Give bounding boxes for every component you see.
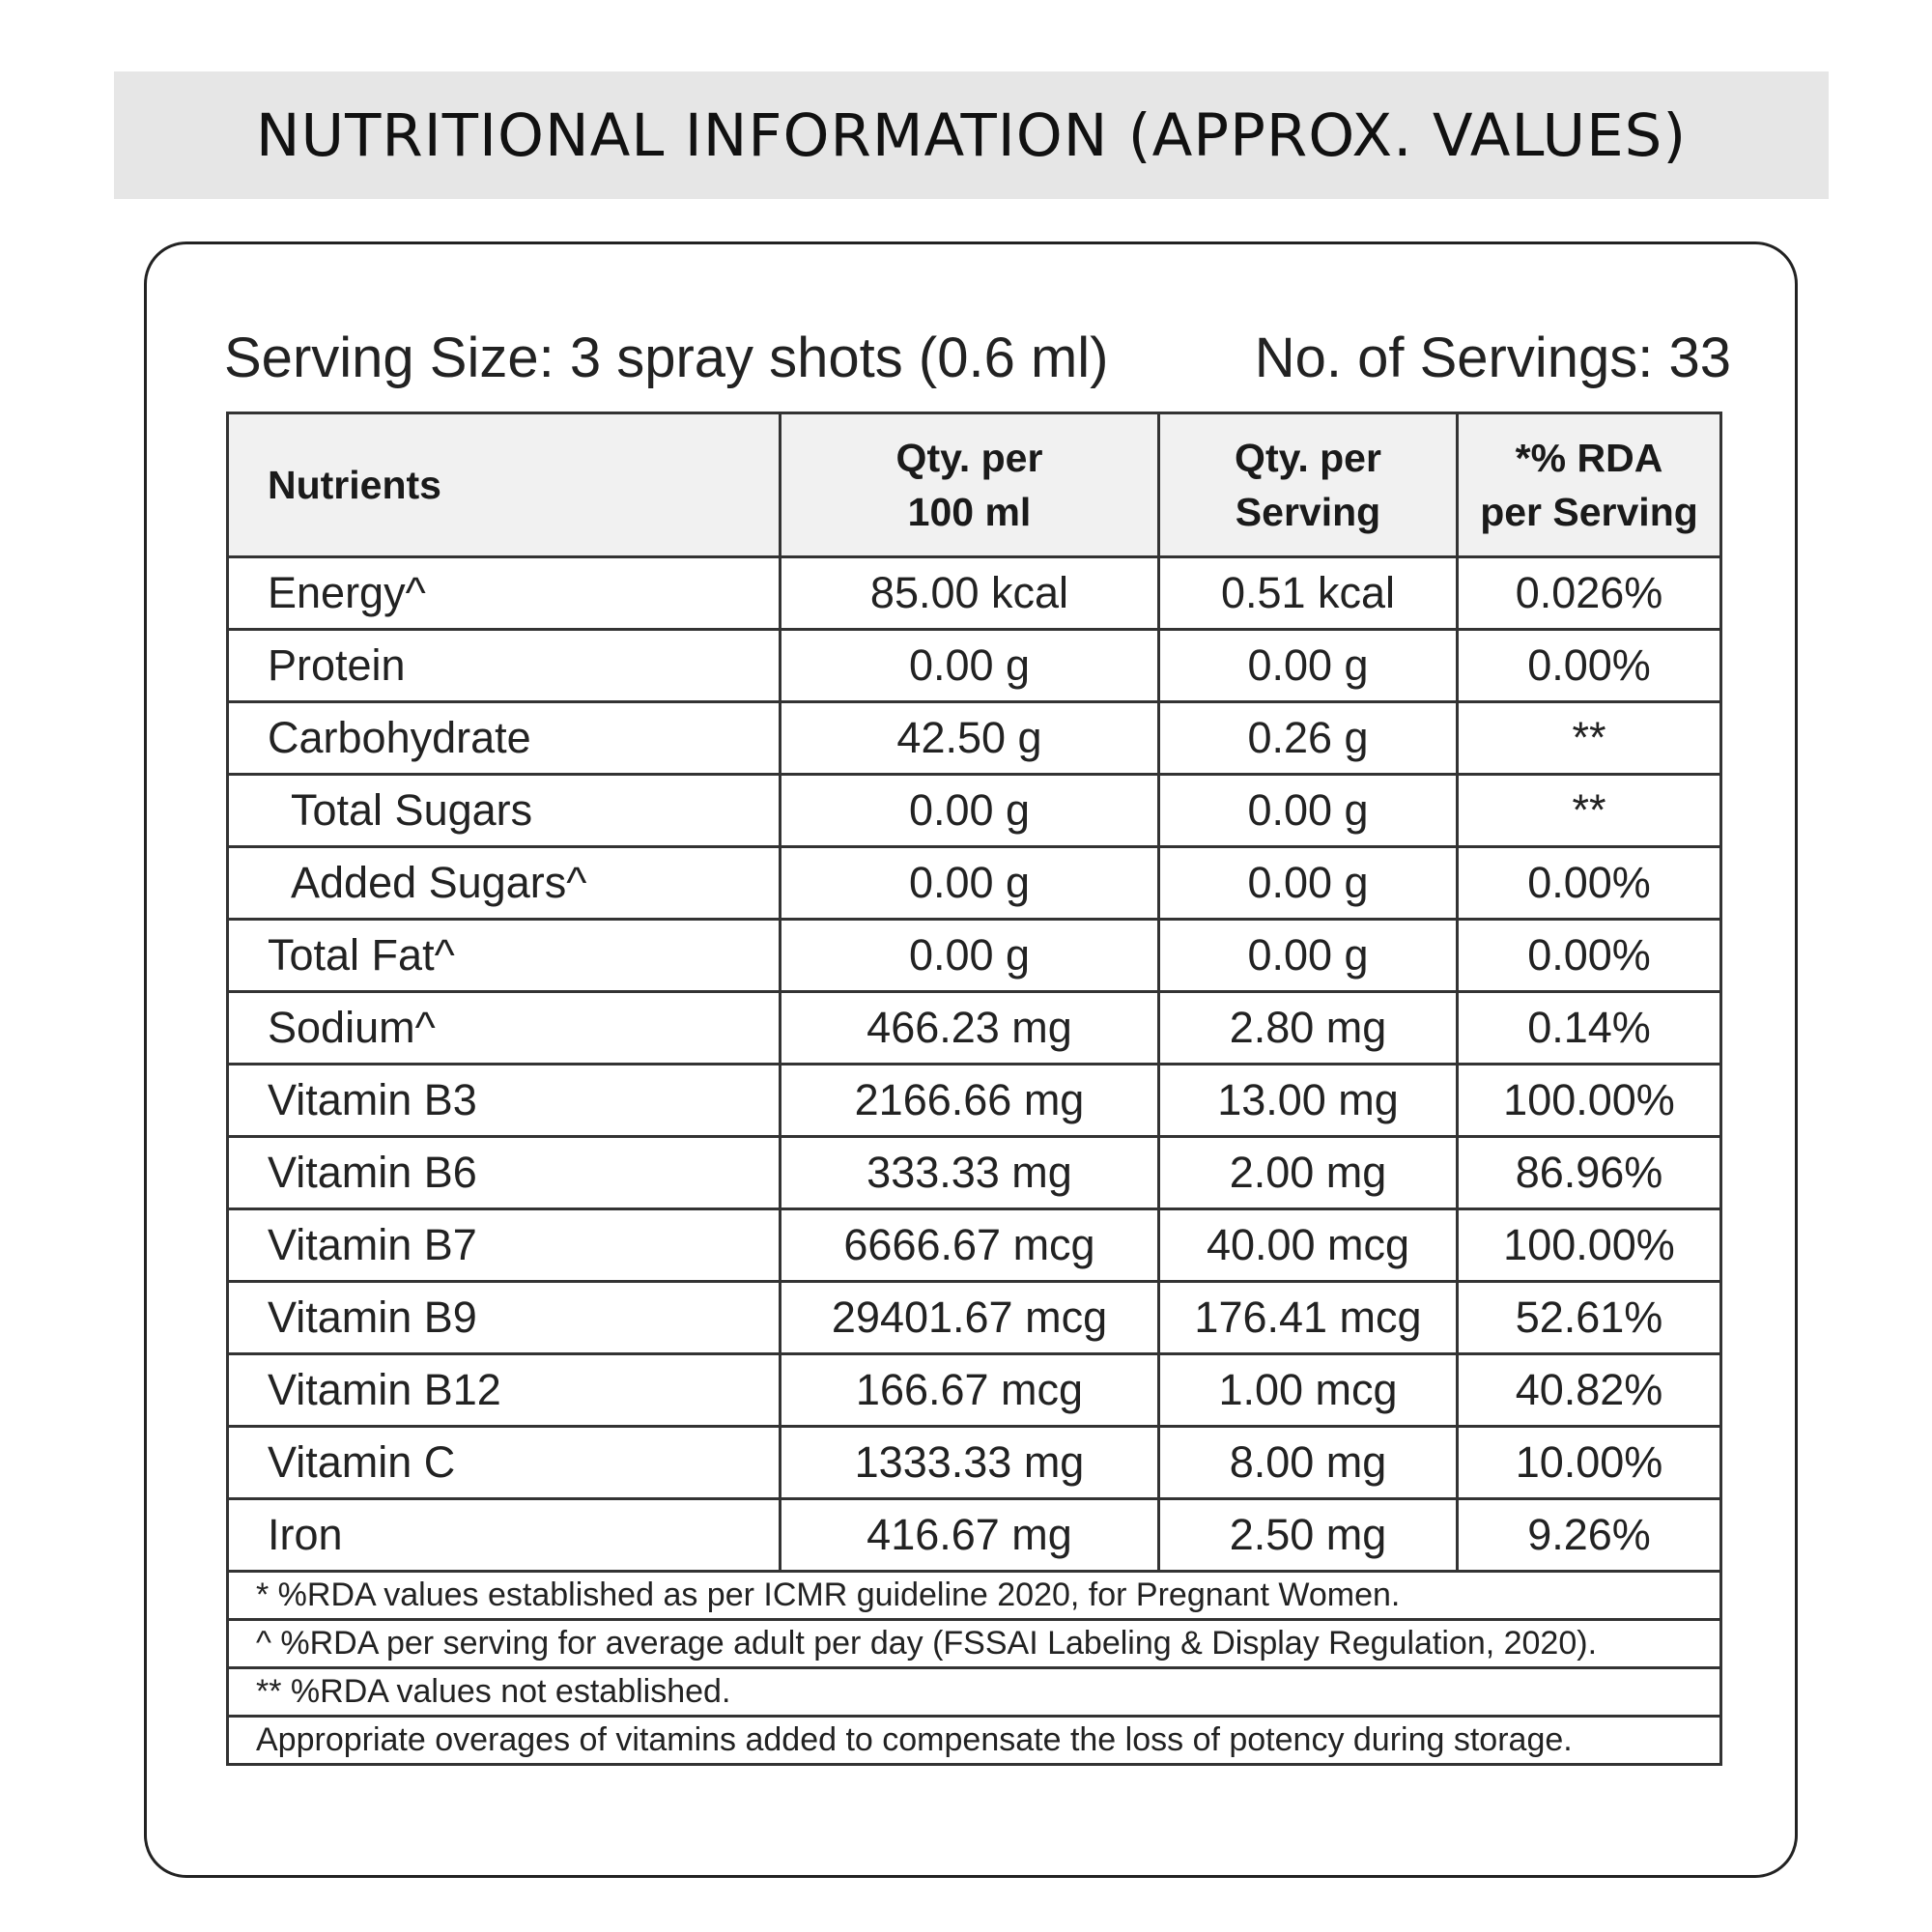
qty-per-100ml: 42.50 g — [779, 700, 1160, 776]
rda-per-serving: 52.61% — [1456, 1280, 1722, 1355]
qty-per-100ml: 0.00 g — [779, 773, 1160, 848]
qty-per-serving: 0.00 g — [1157, 845, 1459, 921]
qty-per-serving: 0.00 g — [1157, 628, 1459, 703]
nutrient-name: Vitamin B3 — [226, 1063, 781, 1138]
footnote-row: ^ %RDA per serving for average adult per… — [226, 1618, 1722, 1669]
table-row: Vitamin B9 29401.67 mcg 176.41 mcg 52.61… — [226, 1280, 1722, 1355]
qty-per-serving: 2.80 mg — [1157, 990, 1459, 1065]
rda-per-serving: 0.00% — [1456, 845, 1722, 921]
footnote-rda-fssai: ^ %RDA per serving for average adult per… — [226, 1618, 1722, 1669]
qty-per-serving: 40.00 mcg — [1157, 1208, 1459, 1283]
qty-per-serving: 176.41 mcg — [1157, 1280, 1459, 1355]
rda-per-serving: 10.00% — [1456, 1425, 1722, 1500]
qty-per-100ml: 0.00 g — [779, 628, 1160, 703]
table-row: Vitamin B7 6666.67 mcg 40.00 mcg 100.00% — [226, 1208, 1722, 1283]
footnote-row: ** %RDA values not established. — [226, 1666, 1722, 1718]
qty-per-serving: 0.51 kcal — [1157, 555, 1459, 631]
rda-per-serving: 0.00% — [1456, 628, 1722, 703]
rda-per-serving: 0.00% — [1456, 918, 1722, 993]
header-qty-per-serving: Qty. per Serving — [1157, 412, 1459, 558]
rda-per-serving: 100.00% — [1456, 1208, 1722, 1283]
qty-per-100ml: 6666.67 mcg — [779, 1208, 1160, 1283]
nutrient-name: Total Fat^ — [226, 918, 781, 993]
qty-per-serving: 8.00 mg — [1157, 1425, 1459, 1500]
table-row: Total Fat^ 0.00 g 0.00 g 0.00% — [226, 918, 1722, 993]
nutrient-name: Total Sugars — [226, 773, 781, 848]
qty-per-100ml: 0.00 g — [779, 918, 1160, 993]
qty-per-100ml: 333.33 mg — [779, 1135, 1160, 1210]
qty-per-100ml: 0.00 g — [779, 845, 1160, 921]
qty-per-100ml: 29401.67 mcg — [779, 1280, 1160, 1355]
table-row: Iron 416.67 mg 2.50 mg 9.26% — [226, 1497, 1722, 1573]
qty-per-serving: 2.00 mg — [1157, 1135, 1459, 1210]
rda-per-serving: ** — [1456, 700, 1722, 776]
nutrient-name: Energy^ — [226, 555, 781, 631]
serving-size: Serving Size: 3 spray shots (0.6 ml) — [224, 326, 1109, 389]
qty-per-serving: 0.26 g — [1157, 700, 1459, 776]
qty-per-100ml: 1333.33 mg — [779, 1425, 1160, 1500]
nutrient-name: Vitamin B12 — [226, 1352, 781, 1428]
serving-info: Serving Size: 3 spray shots (0.6 ml) No.… — [224, 314, 1731, 401]
table-row: Protein 0.00 g 0.00 g 0.00% — [226, 628, 1722, 703]
table-row: Added Sugars^ 0.00 g 0.00 g 0.00% — [226, 845, 1722, 921]
nutrient-name: Vitamin B6 — [226, 1135, 781, 1210]
table-row: Vitamin B3 2166.66 mg 13.00 mg 100.00% — [226, 1063, 1722, 1138]
nutrition-card: Serving Size: 3 spray shots (0.6 ml) No.… — [144, 242, 1798, 1878]
table-row: Sodium^ 466.23 mg 2.80 mg 0.14% — [226, 990, 1722, 1065]
footnote-row: Appropriate overages of vitamins added t… — [226, 1715, 1722, 1766]
nutrient-name: Vitamin C — [226, 1425, 781, 1500]
rda-per-serving: 86.96% — [1456, 1135, 1722, 1210]
table-row: Vitamin B12 166.67 mcg 1.00 mcg 40.82% — [226, 1352, 1722, 1428]
qty-per-100ml: 85.00 kcal — [779, 555, 1160, 631]
header-nutrients: Nutrients — [226, 412, 781, 558]
qty-per-serving: 0.00 g — [1157, 918, 1459, 993]
footnote-rda-icmr: * %RDA values established as per ICMR gu… — [226, 1570, 1722, 1621]
qty-per-100ml: 466.23 mg — [779, 990, 1160, 1065]
qty-per-serving: 13.00 mg — [1157, 1063, 1459, 1138]
rda-per-serving: 40.82% — [1456, 1352, 1722, 1428]
qty-per-serving: 0.00 g — [1157, 773, 1459, 848]
rda-per-serving: 0.14% — [1456, 990, 1722, 1065]
table-row: Total Sugars 0.00 g 0.00 g ** — [226, 773, 1722, 848]
rda-per-serving: 0.026% — [1456, 555, 1722, 631]
table-row: Carbohydrate 42.50 g 0.26 g ** — [226, 700, 1722, 776]
qty-per-serving: 1.00 mcg — [1157, 1352, 1459, 1428]
qty-per-100ml: 166.67 mcg — [779, 1352, 1160, 1428]
nutrient-name: Vitamin B7 — [226, 1208, 781, 1283]
qty-per-100ml: 416.67 mg — [779, 1497, 1160, 1573]
nutrient-name: Added Sugars^ — [226, 845, 781, 921]
rda-per-serving: 100.00% — [1456, 1063, 1722, 1138]
nutrient-name: Vitamin B9 — [226, 1280, 781, 1355]
table-row: Vitamin C 1333.33 mg 8.00 mg 10.00% — [226, 1425, 1722, 1500]
footnote-row: * %RDA values established as per ICMR gu… — [226, 1570, 1722, 1621]
footnote-overages: Appropriate overages of vitamins added t… — [226, 1715, 1722, 1766]
title-banner: NUTRITIONAL INFORMATION (APPROX. VALUES) — [114, 71, 1829, 199]
nutrient-name: Protein — [226, 628, 781, 703]
nutrient-name: Sodium^ — [226, 990, 781, 1065]
table-header-row: Nutrients Qty. per 100 ml Qty. per Servi… — [226, 412, 1722, 558]
rda-per-serving: 9.26% — [1456, 1497, 1722, 1573]
servings-count: No. of Servings: 33 — [1254, 326, 1731, 389]
qty-per-serving: 2.50 mg — [1157, 1497, 1459, 1573]
qty-per-100ml: 2166.66 mg — [779, 1063, 1160, 1138]
footnote-rda-not-established: ** %RDA values not established. — [226, 1666, 1722, 1718]
rda-per-serving: ** — [1456, 773, 1722, 848]
nutrient-name: Carbohydrate — [226, 700, 781, 776]
header-qty-per-100ml: Qty. per 100 ml — [779, 412, 1160, 558]
table-row: Vitamin B6 333.33 mg 2.00 mg 86.96% — [226, 1135, 1722, 1210]
nutrition-table: Nutrients Qty. per 100 ml Qty. per Servi… — [226, 412, 1722, 1766]
header-rda-per-serving: *% RDA per Serving — [1456, 412, 1722, 558]
table-row: Energy^ 85.00 kcal 0.51 kcal 0.026% — [226, 555, 1722, 631]
page-title: NUTRITIONAL INFORMATION (APPROX. VALUES) — [255, 100, 1688, 170]
nutrient-name: Iron — [226, 1497, 781, 1573]
